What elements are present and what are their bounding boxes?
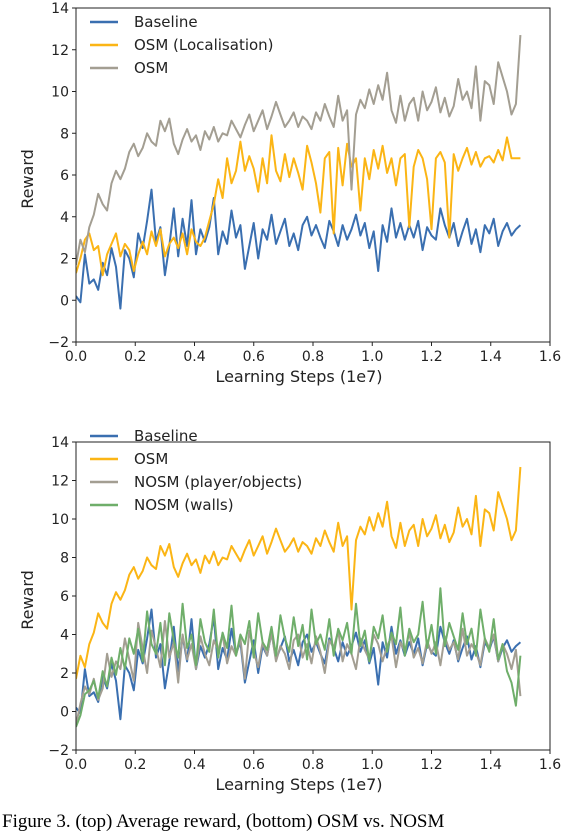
x-tick-label: 0.4 — [183, 757, 205, 773]
series-line-osm — [76, 35, 522, 265]
y-tick-label: 0 — [60, 293, 69, 309]
x-tick-label: 0.6 — [243, 757, 265, 773]
y-tick-label: 12 — [51, 474, 69, 490]
y-tick-label: −2 — [48, 743, 69, 759]
x-tick-label: 0.6 — [243, 349, 265, 365]
x-tick-label: 1.0 — [361, 349, 383, 365]
x-tick-label: 0.0 — [65, 757, 87, 773]
x-tick-label: 0.2 — [124, 757, 146, 773]
series-line-nosm-walls — [76, 587, 522, 728]
series-line-baseline — [76, 188, 522, 310]
series-line-osm-localisation — [76, 134, 521, 277]
x-tick-label: 1.2 — [420, 757, 442, 773]
y-tick-label: 8 — [60, 126, 69, 142]
chart-top: 0.0 0.2 0.4 0.6 0.8 1.0 1.2 1.4 1.6 −2 0 2 4 6 8 10 12 14… — [18, 1, 561, 386]
y-tick-label: 10 — [51, 85, 69, 101]
y-tick-label: 8 — [60, 551, 69, 567]
y-tick-label: −2 — [48, 335, 69, 351]
y-tick-label: 6 — [60, 589, 69, 605]
x-tick-label: 1.2 — [420, 349, 442, 365]
x-tick-label: 0.2 — [124, 349, 146, 365]
series-line-osm — [76, 466, 522, 679]
legend-entry: Baseline — [134, 427, 198, 445]
y-axis-label: Reward — [18, 570, 37, 630]
x-axis-label: Learning Steps (1e7) — [215, 367, 382, 386]
plot-area — [76, 35, 522, 310]
y-tick-label: 0 — [60, 705, 69, 721]
x-tick-label: 1.6 — [539, 757, 561, 773]
legend-entry: OSM — [134, 450, 168, 468]
legend-entry: NOSM (player/objects) — [134, 473, 302, 491]
legend-entry: NOSM (walls) — [134, 496, 234, 514]
y-tick-label: 4 — [60, 628, 69, 644]
legend: Baseline OSM NOSM (player/objects) NOSM (wa… — [90, 427, 302, 514]
legend-entry: OSM (Localisation) — [134, 36, 274, 54]
figure-caption: Figure 3. (top) Average reward, (bottom)… — [2, 812, 445, 832]
x-axis-label: Learning Steps (1e7) — [215, 775, 382, 794]
x-tick-label: 1.4 — [480, 349, 502, 365]
chart-bottom: 0.0 0.2 0.4 0.6 0.8 1.0 1.2 1.4 1.6 −2 0 2 4 6 8 10 12 14… — [18, 427, 561, 794]
y-tick-label: 10 — [51, 512, 69, 528]
y-tick-label: 6 — [60, 168, 69, 184]
plot-area — [76, 466, 522, 728]
x-tick-label: 1.0 — [361, 757, 383, 773]
y-tick-label: 14 — [51, 1, 69, 17]
legend: Baseline OSM (Localisation) OSM — [90, 13, 274, 77]
y-tick-label: 2 — [60, 666, 69, 682]
y-axis-label: Reward — [18, 149, 37, 209]
x-tick-label: 1.4 — [480, 757, 502, 773]
x-tick-label: 1.6 — [539, 349, 561, 365]
x-tick-label: 0.8 — [302, 757, 324, 773]
x-tick-label: 0.0 — [65, 349, 87, 365]
legend-entry: Baseline — [134, 13, 198, 31]
legend-entry: OSM — [134, 59, 168, 77]
x-tick-label: 0.4 — [183, 349, 205, 365]
x-tick-label: 0.8 — [302, 349, 324, 365]
y-tick-label: 4 — [60, 210, 69, 226]
y-tick-label: 2 — [60, 252, 69, 268]
y-tick-label: 12 — [51, 43, 69, 59]
series-line-baseline — [76, 608, 522, 721]
y-tick-label: 14 — [51, 435, 69, 451]
